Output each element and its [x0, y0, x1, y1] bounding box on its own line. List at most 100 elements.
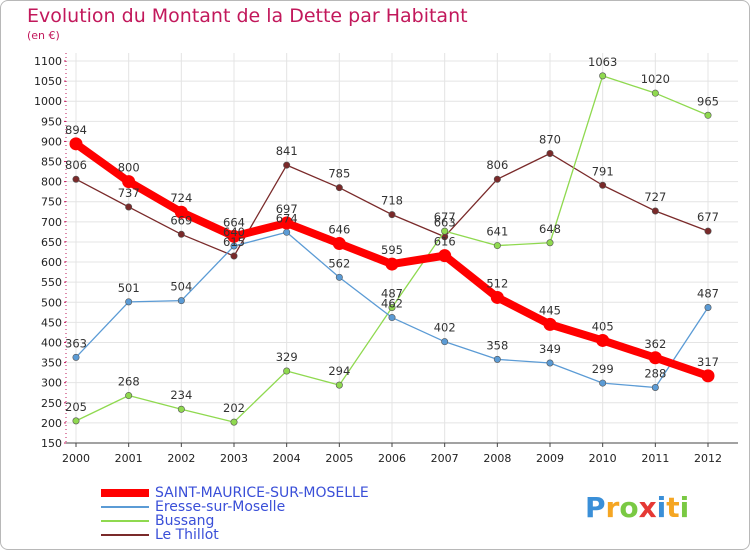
data-label: 294 — [328, 364, 350, 378]
data-point — [701, 369, 715, 383]
data-point — [69, 137, 83, 151]
data-label: 727 — [644, 190, 666, 204]
y-tick-label: 350 — [41, 357, 62, 370]
x-tick-label: 2011 — [641, 452, 669, 465]
data-point — [177, 405, 185, 413]
legend-label: Eresse-sur-Moselle — [155, 499, 286, 515]
data-label: 718 — [381, 194, 403, 208]
y-tick-label: 800 — [41, 176, 62, 189]
data-label: 288 — [644, 367, 666, 381]
data-label: 562 — [328, 256, 350, 270]
data-label: 462 — [381, 297, 403, 311]
data-point — [651, 207, 659, 215]
data-point — [230, 252, 238, 260]
data-label: 234 — [170, 388, 192, 402]
data-point — [441, 338, 449, 346]
legend-item: Bussang — [101, 514, 369, 528]
logo-letter: P — [585, 491, 606, 524]
data-point — [599, 379, 607, 387]
data-label: 965 — [697, 94, 719, 108]
data-label: 402 — [434, 321, 456, 335]
data-label: 800 — [118, 161, 140, 175]
data-label: 202 — [223, 401, 245, 415]
legend-label: SAINT-MAURICE-SUR-MOSELLE — [155, 485, 369, 501]
legend-swatch — [101, 489, 149, 497]
data-point — [543, 317, 557, 331]
data-point — [174, 205, 188, 219]
data-point — [388, 303, 396, 311]
data-label: 791 — [592, 164, 614, 178]
data-label: 329 — [276, 350, 298, 364]
data-point — [280, 216, 294, 230]
y-tick-label: 900 — [41, 135, 62, 148]
data-label: 504 — [170, 280, 192, 294]
data-label: 615 — [223, 235, 245, 249]
logo-letter: x — [638, 491, 657, 524]
legend-item: Eresse-sur-Moselle — [101, 500, 369, 514]
data-label: 405 — [592, 319, 614, 333]
data-label: 841 — [276, 144, 298, 158]
y-tick-label: 500 — [41, 296, 62, 309]
data-label: 487 — [697, 286, 719, 300]
data-point — [283, 367, 291, 375]
data-label: 806 — [486, 158, 508, 172]
data-label: 677 — [434, 210, 456, 224]
data-point — [493, 175, 501, 183]
data-label: 785 — [328, 167, 350, 181]
data-point — [704, 227, 712, 235]
data-point — [177, 297, 185, 305]
data-point — [72, 417, 80, 425]
y-tick-label: 1050 — [34, 75, 62, 88]
proxiti-logo: Proxiti — [585, 491, 689, 524]
x-tick-label: 2007 — [431, 452, 459, 465]
logo-letter: i — [656, 491, 667, 524]
y-tick-label: 650 — [41, 236, 62, 249]
data-label: 616 — [434, 235, 456, 249]
y-tick-label: 400 — [41, 336, 62, 349]
data-point — [596, 333, 610, 347]
data-label: 487 — [381, 286, 403, 300]
x-tick-label: 2010 — [589, 452, 617, 465]
legend: SAINT-MAURICE-SUR-MOSELLE Eresse-sur-Mose… — [101, 486, 369, 542]
legend-label: Le Thillot — [155, 527, 219, 543]
data-label: 697 — [276, 202, 298, 216]
y-tick-label: 550 — [41, 276, 62, 289]
data-point — [493, 355, 501, 363]
unit-label: (en €) — [27, 29, 60, 42]
plot-area — [66, 53, 738, 443]
data-label: 595 — [381, 243, 403, 257]
data-point — [335, 381, 343, 389]
data-label: 646 — [328, 223, 350, 237]
data-point — [651, 384, 659, 392]
x-tick-label: 2004 — [273, 452, 301, 465]
data-label: 870 — [539, 132, 561, 146]
data-point — [122, 175, 136, 189]
y-tick-label: 850 — [41, 156, 62, 169]
data-label: 512 — [486, 276, 508, 290]
data-point — [332, 237, 346, 251]
data-point — [388, 211, 396, 219]
data-label: 648 — [539, 222, 561, 236]
legend-label: Bussang — [155, 513, 215, 529]
data-point — [648, 351, 662, 365]
data-point — [546, 359, 554, 367]
legend-swatch — [101, 520, 149, 522]
data-label: 501 — [118, 281, 140, 295]
data-point — [490, 290, 504, 304]
data-point — [335, 184, 343, 192]
x-tick-label: 2001 — [115, 452, 143, 465]
data-point — [704, 303, 712, 311]
data-label: 445 — [539, 303, 561, 317]
data-label: 737 — [118, 186, 140, 200]
data-point — [227, 229, 241, 243]
data-label: 1063 — [588, 55, 617, 69]
x-tick-label: 2009 — [536, 452, 564, 465]
y-tick-label: 300 — [41, 377, 62, 390]
y-tick-label: 450 — [41, 316, 62, 329]
data-point — [493, 242, 501, 250]
y-tick-label: 700 — [41, 216, 62, 229]
data-point — [72, 175, 80, 183]
data-point — [388, 314, 396, 322]
data-point — [72, 353, 80, 361]
